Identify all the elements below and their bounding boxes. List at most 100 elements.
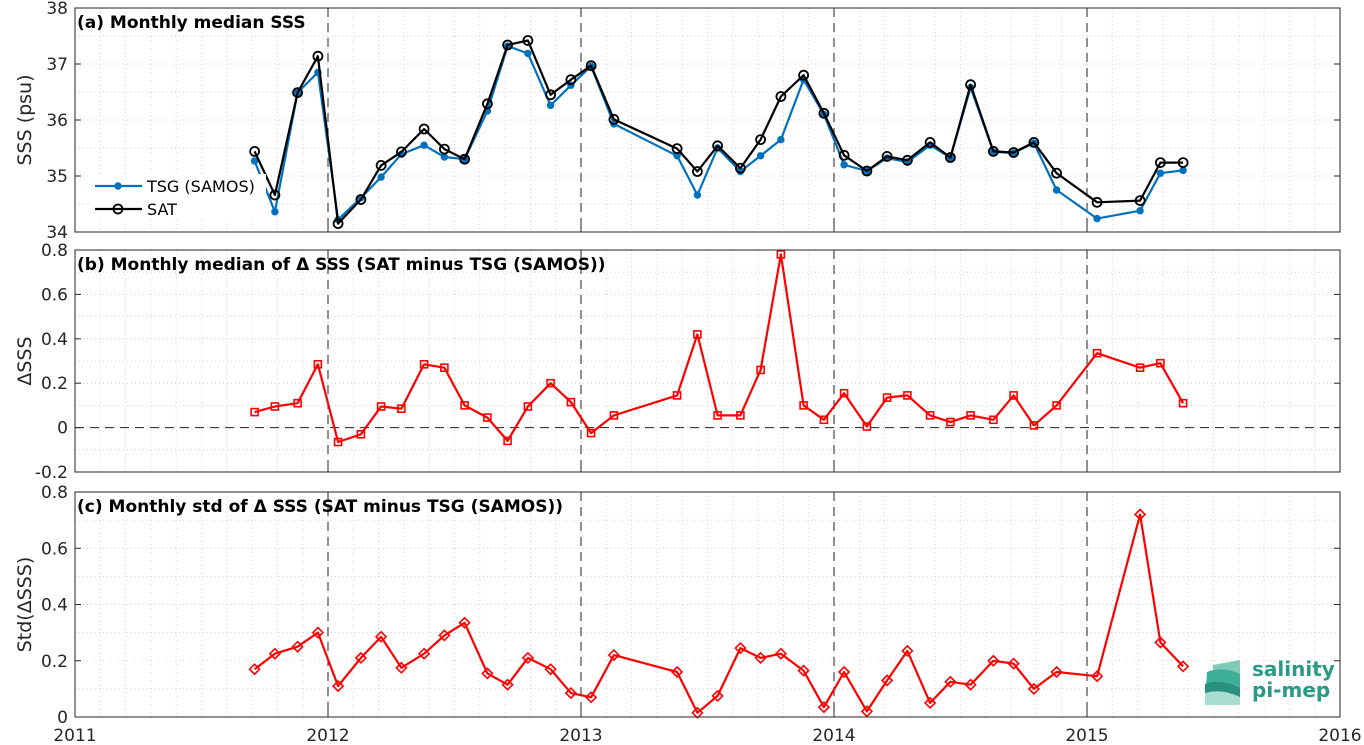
axes-frame: [74, 491, 1341, 718]
data-point: [966, 411, 975, 420]
data-point: [1093, 214, 1101, 223]
data-point: [1029, 421, 1039, 430]
data-point: [395, 661, 408, 674]
data-point: [736, 411, 745, 420]
data-point: [712, 140, 723, 152]
legend-item: SAT: [95, 200, 177, 219]
panel-c: 0 0.2 0.4 0.6 0.8 Std(ΔSSS) (c) Monthly std of…: [14, 483, 1341, 728]
data-point: [293, 398, 302, 408]
data-point: [755, 134, 766, 146]
data-point: [1007, 657, 1020, 670]
x-tick-label: 2014: [812, 726, 855, 745]
data-point: [671, 143, 683, 155]
data-point: [377, 173, 385, 181]
data-point: [1090, 670, 1104, 683]
data-point: [417, 647, 431, 660]
data-point: [586, 428, 596, 438]
x-tick-label: 2011: [53, 726, 96, 745]
data-point: [354, 651, 368, 665]
data-point: [565, 74, 577, 86]
data-point: [1178, 398, 1188, 408]
series-line: [253, 39, 1184, 225]
data-point: [502, 39, 514, 51]
y-axis-label: Std(ΔSSS): [14, 557, 36, 653]
data-point: [1156, 169, 1165, 177]
data-point: [713, 411, 722, 420]
data-point: [1176, 660, 1190, 673]
data-point: [608, 114, 620, 125]
panel-title: (c) Monthly std of Δ SSS (SAT minus TSG …: [77, 497, 563, 517]
y-tick-label: 0.4: [41, 330, 68, 350]
data-point: [564, 686, 578, 700]
data-point: [1009, 391, 1018, 400]
data-point: [420, 141, 428, 149]
data-point: [313, 359, 323, 369]
data-point: [1133, 508, 1147, 521]
legend: TSG (SAMOS) SAT: [90, 174, 266, 220]
data-point: [756, 365, 765, 375]
data-point: [395, 146, 407, 158]
data-point: [691, 706, 704, 719]
data-point: [270, 402, 280, 411]
data-point: [545, 89, 556, 101]
panel-title: (a) Monthly median SSS: [77, 13, 306, 33]
data-point: [711, 689, 724, 703]
data-point: [440, 363, 449, 373]
data-point: [776, 250, 786, 259]
data-point: [1155, 157, 1166, 169]
data-point: [880, 674, 894, 687]
data-point: [798, 69, 809, 81]
data-point: [546, 378, 555, 388]
data-point: [923, 696, 937, 710]
data-point: [965, 79, 976, 91]
data-point: [584, 691, 598, 704]
logo-line1: salinity: [1252, 657, 1335, 681]
data-point: [481, 98, 493, 110]
logo-line2: pi-mep: [1252, 678, 1330, 702]
data-point: [607, 648, 621, 662]
data-point: [964, 678, 977, 691]
x-tick-label: 2015: [1065, 726, 1108, 745]
y-axis-label: SSS (psu): [14, 74, 36, 165]
data-point: [903, 391, 912, 400]
y-tick-label: 37: [46, 55, 68, 75]
data-point: [819, 415, 829, 425]
data-point: [840, 161, 848, 169]
data-point: [524, 49, 532, 58]
y-tick-label: 0.2: [41, 374, 68, 394]
data-point: [374, 630, 388, 643]
data-point: [693, 191, 702, 199]
data-point: [944, 675, 957, 688]
legend-item: TSG (SAMOS): [95, 177, 255, 196]
data-point: [1028, 136, 1040, 148]
data-point: [924, 136, 936, 148]
data-point: [249, 145, 261, 157]
panels: 34 35 36 37 38 SSS (psu) (a) Monthly median SS…: [14, 0, 1341, 728]
data-point: [438, 629, 451, 642]
x-tick-label: 2016: [1318, 726, 1361, 745]
data-point: [376, 402, 386, 411]
axes-frame: [74, 249, 1341, 473]
y-tick-label: 0.8: [41, 241, 68, 261]
data-point: [818, 107, 830, 119]
data-point: [438, 143, 450, 155]
data-point: [375, 159, 387, 171]
data-point: [458, 616, 471, 629]
data-point: [503, 436, 512, 446]
data-point: [250, 407, 259, 417]
data-point: [1136, 207, 1144, 215]
data-point: [839, 388, 849, 398]
data-point: [248, 663, 261, 676]
data-point: [1027, 682, 1041, 696]
data-point: [862, 422, 872, 431]
data-point: [522, 35, 534, 46]
data-point: [925, 411, 935, 420]
y-tick-label: 0.6: [41, 539, 68, 559]
data-point: [566, 397, 576, 407]
data-point: [692, 166, 703, 177]
data-point: [837, 665, 851, 679]
data-point: [356, 429, 366, 439]
data-point: [333, 437, 343, 447]
data-point: [481, 667, 494, 680]
data-point: [397, 404, 406, 414]
